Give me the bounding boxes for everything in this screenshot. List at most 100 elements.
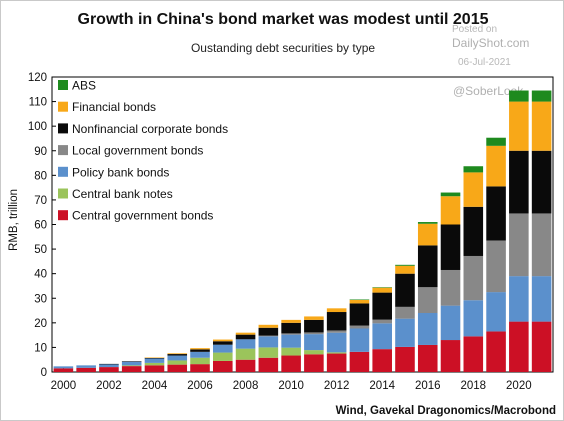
bar-segment — [440, 192, 461, 197]
bar-segment — [258, 347, 279, 358]
x-tick-label: 2012 — [324, 380, 350, 392]
bar-segment — [167, 364, 188, 373]
watermark-site: DailyShot.com — [452, 36, 529, 50]
bar-segment — [486, 240, 506, 293]
bar-segment — [440, 269, 461, 306]
chart-subtitle: Oustanding debt securities by type — [191, 41, 375, 55]
bar-segment — [144, 357, 165, 358]
bar-segment — [372, 349, 392, 372]
legend-swatch — [58, 123, 68, 134]
bar-segment — [417, 223, 438, 246]
bar-segment — [349, 299, 370, 304]
bar-segment — [531, 101, 552, 151]
bar-segment — [440, 196, 461, 225]
bar-segment — [509, 150, 529, 214]
bar-segment — [213, 360, 233, 372]
x-tick-label: 2010 — [278, 380, 304, 392]
bar-segment — [349, 303, 370, 326]
y-tick-label: 60 — [34, 220, 47, 232]
bar-segment — [304, 332, 324, 335]
bar-segment — [213, 341, 233, 345]
legend-swatch — [58, 101, 68, 112]
x-tick-label: 2008 — [233, 380, 259, 392]
bar-segment — [235, 339, 256, 349]
legend-swatch — [58, 188, 68, 199]
bar-segment — [304, 319, 324, 333]
bar-segment — [463, 206, 484, 256]
bar-segment — [281, 319, 301, 323]
bar-segment — [326, 330, 347, 333]
bar-segment — [509, 276, 529, 322]
legend-label: Nonfinancial corporate bonds — [72, 122, 228, 136]
bar-segment — [486, 145, 506, 187]
bar-segment — [99, 364, 119, 368]
bar-segment — [509, 90, 529, 102]
y-tick-label: 120 — [28, 72, 47, 84]
bar-segment — [258, 324, 279, 328]
bar-segment — [349, 325, 370, 329]
bar-segment — [486, 331, 506, 372]
bar-segment — [531, 90, 552, 102]
bar-segment — [144, 357, 165, 359]
bar-segment — [531, 150, 552, 214]
bar-segment — [440, 340, 461, 372]
legend-label: Central bank notes — [72, 187, 173, 201]
bar-segment — [326, 312, 347, 331]
plot-area: 0 10 20 30 40 50 60 70 80 90 100 110 120 2000 2002 2004… — [28, 72, 554, 392]
bar-segment — [213, 344, 233, 353]
bar-segment — [235, 332, 256, 335]
bar-segment — [372, 292, 392, 320]
bar-segment — [235, 334, 256, 340]
bar-segment — [509, 101, 529, 151]
legend-swatch — [58, 210, 68, 221]
bar-segment — [349, 351, 370, 372]
y-tick-label: 40 — [34, 269, 47, 281]
bar-segment — [190, 357, 210, 365]
bar-segment — [190, 364, 210, 372]
legend-swatch — [58, 166, 68, 177]
bar-segment — [304, 316, 324, 320]
legend-label: Local government bonds — [72, 144, 203, 158]
bar-segment — [258, 336, 279, 348]
bar-segment — [258, 357, 279, 372]
bar-segment — [440, 224, 461, 270]
y-tick-label: 50 — [34, 244, 47, 256]
bar-segment — [258, 335, 279, 337]
bar-segment — [440, 305, 461, 341]
bar-segment — [144, 362, 165, 366]
legend-label: ABS — [72, 79, 96, 93]
bar-segment — [281, 334, 301, 348]
bar-segment — [167, 355, 188, 361]
y-tick-label: 100 — [28, 121, 47, 133]
y-tick-label: 70 — [34, 195, 47, 207]
bar-segment — [326, 352, 347, 354]
watermark-posted-on: Posted on — [452, 24, 497, 35]
bar-segment — [486, 137, 506, 146]
bar-segment — [167, 360, 188, 365]
bar-segment — [486, 186, 506, 241]
bar-segment — [144, 365, 165, 372]
y-tick-label: 30 — [34, 293, 47, 305]
bar-segment — [76, 365, 96, 368]
bar-segment — [326, 308, 347, 313]
y-tick-label: 10 — [34, 342, 47, 354]
source-note: Wind, Gavekal Dragonomics/Macrobond — [336, 405, 556, 417]
bar-segment — [349, 328, 370, 352]
bar-segment — [463, 166, 484, 173]
y-tick-label: 90 — [34, 146, 47, 158]
bar-segment — [281, 355, 301, 372]
bar-segment — [304, 354, 324, 372]
bar-segment — [304, 334, 324, 351]
bar-segment — [372, 287, 392, 288]
bar-segment — [372, 287, 392, 293]
bar-segment — [417, 222, 438, 224]
bar-segment — [167, 353, 188, 355]
bar-segment — [395, 318, 415, 347]
bar-segment — [463, 172, 484, 207]
bar-segment — [235, 359, 256, 372]
legend-label: Policy bank bonds — [72, 165, 169, 179]
y-tick-label: 0 — [41, 367, 47, 379]
watermark-handle: @SoberLook — [453, 84, 524, 98]
